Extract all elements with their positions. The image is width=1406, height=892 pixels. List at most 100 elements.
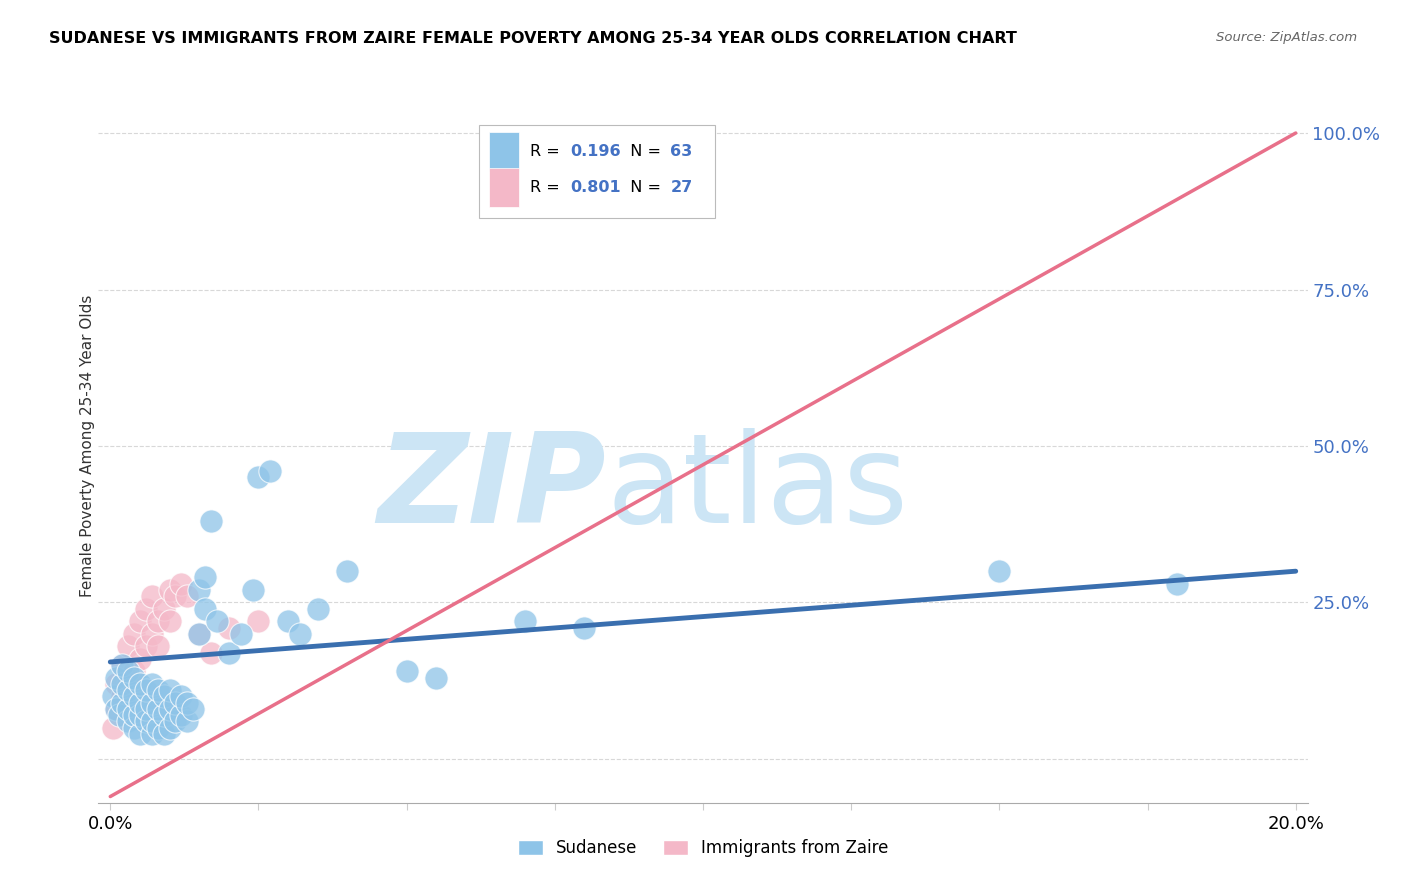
Point (117, 714, 139, 729)
Point (111, 690, 134, 704)
Point (288, 627, 311, 641)
Point (170, 708, 193, 723)
Point (111, 696, 134, 710)
Point (122, 671, 145, 685)
Point (988, 564, 1011, 578)
Point (135, 640, 157, 654)
Point (247, 470, 270, 484)
Point (129, 727, 152, 741)
Point (111, 658, 134, 673)
Point (103, 690, 125, 704)
Point (515, 614, 537, 628)
Point (135, 714, 157, 729)
Point (141, 627, 163, 641)
Text: N =: N = (620, 145, 665, 159)
Text: SUDANESE VS IMMIGRANTS FROM ZAIRE FEMALE POVERTY AMONG 25-34 YEAR OLDS CORRELATI: SUDANESE VS IMMIGRANTS FROM ZAIRE FEMALE… (49, 31, 1017, 46)
Text: atlas: atlas (606, 428, 908, 549)
Point (122, 627, 145, 641)
Point (242, 582, 264, 597)
Point (146, 614, 169, 628)
Point (146, 721, 169, 735)
Point (111, 677, 134, 691)
Point (146, 683, 169, 698)
Point (159, 721, 181, 735)
Point (336, 564, 359, 578)
Point (259, 464, 281, 478)
Text: 0.801: 0.801 (569, 180, 620, 194)
Point (117, 683, 139, 698)
Point (176, 696, 198, 710)
FancyBboxPatch shape (479, 125, 716, 218)
Point (181, 702, 204, 716)
Point (122, 708, 145, 723)
Point (1166, 576, 1188, 591)
Text: 0.196: 0.196 (569, 145, 620, 159)
Point (165, 589, 187, 603)
Point (122, 665, 145, 679)
Point (105, 702, 128, 716)
Text: 63: 63 (671, 145, 693, 159)
Point (117, 665, 139, 679)
Point (141, 727, 163, 741)
Point (129, 677, 152, 691)
Point (200, 646, 222, 660)
Point (103, 721, 125, 735)
Point (135, 702, 157, 716)
Point (105, 671, 128, 685)
Point (165, 714, 187, 729)
Point (129, 696, 152, 710)
Point (117, 640, 139, 654)
Point (229, 627, 252, 641)
Point (395, 665, 418, 679)
Point (176, 714, 198, 729)
Point (117, 677, 139, 691)
Point (188, 627, 211, 641)
Point (188, 627, 211, 641)
Point (159, 683, 181, 698)
Legend: Sudanese, Immigrants from Zaire: Sudanese, Immigrants from Zaire (509, 831, 897, 866)
Point (425, 671, 447, 685)
Point (152, 727, 174, 741)
Point (277, 614, 299, 628)
Point (129, 652, 152, 666)
FancyBboxPatch shape (489, 168, 519, 207)
Point (194, 570, 217, 584)
Point (135, 601, 157, 615)
Point (152, 601, 174, 615)
Point (122, 690, 145, 704)
Point (194, 601, 217, 615)
Point (170, 690, 193, 704)
Point (141, 696, 163, 710)
Point (117, 702, 139, 716)
Point (205, 614, 228, 628)
Text: ZIP: ZIP (378, 428, 606, 549)
Point (111, 658, 134, 673)
Point (200, 514, 222, 528)
Point (159, 582, 181, 597)
Point (129, 708, 152, 723)
Point (247, 614, 270, 628)
Point (218, 621, 240, 635)
Point (135, 683, 157, 698)
FancyBboxPatch shape (489, 132, 519, 171)
Point (159, 702, 181, 716)
Point (146, 702, 169, 716)
Text: R =: R = (530, 145, 565, 159)
Point (218, 646, 240, 660)
Point (129, 614, 152, 628)
Point (141, 677, 163, 691)
Point (176, 589, 198, 603)
Point (307, 601, 329, 615)
Point (146, 640, 169, 654)
Point (188, 582, 211, 597)
Point (141, 589, 163, 603)
Text: N =: N = (620, 180, 665, 194)
Point (122, 721, 145, 735)
Text: R =: R = (530, 180, 565, 194)
Text: Source: ZipAtlas.com: Source: ZipAtlas.com (1216, 31, 1357, 45)
Point (165, 696, 187, 710)
Point (152, 708, 174, 723)
Point (105, 677, 128, 691)
Point (105, 702, 128, 716)
Point (159, 614, 181, 628)
